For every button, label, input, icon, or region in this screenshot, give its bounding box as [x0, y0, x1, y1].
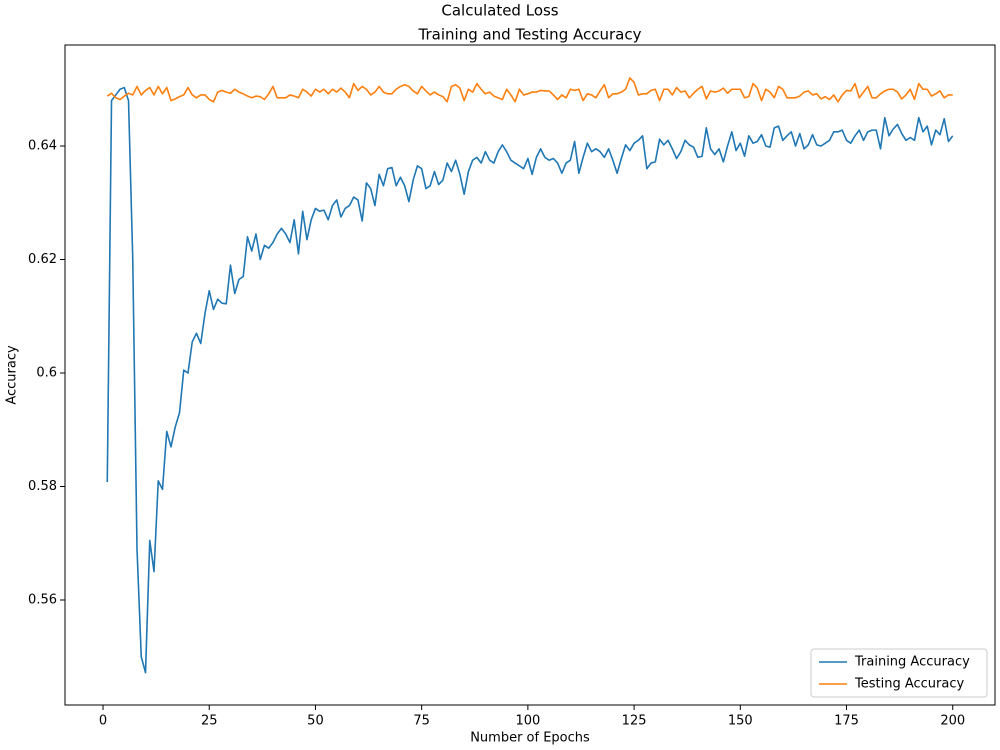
x-tick-label: 175: [834, 714, 859, 729]
chart-title: Training and Testing Accuracy: [418, 26, 642, 44]
x-tick-label: 200: [940, 714, 965, 729]
legend-label: Training Accuracy: [854, 655, 970, 670]
y-tick-label: 0.56: [28, 593, 57, 608]
x-tick-label: 25: [201, 714, 218, 729]
y-tick-label: 0.58: [28, 479, 57, 494]
plot-frame: [64, 44, 996, 706]
x-tick-label: 100: [515, 714, 540, 729]
series-line: [106, 77, 953, 103]
x-tick-label: 50: [307, 714, 324, 729]
x-tick-label: 125: [622, 714, 647, 729]
legend-label: Testing Accuracy: [854, 677, 964, 692]
x-tick-label: 75: [413, 714, 430, 729]
suptitle: Calculated Loss: [441, 2, 558, 20]
y-tick-label: 0.62: [28, 252, 57, 267]
legend-box: [810, 648, 988, 698]
y-tick-label: 0.6: [36, 366, 57, 381]
x-axis-label: Number of Epochs: [470, 731, 590, 746]
x-tick-label: 150: [728, 714, 753, 729]
x-tick-label: 0: [99, 714, 107, 729]
series-line: [106, 86, 954, 674]
y-tick-label: 0.64: [28, 139, 57, 154]
y-axis-label: Accuracy: [5, 345, 20, 405]
